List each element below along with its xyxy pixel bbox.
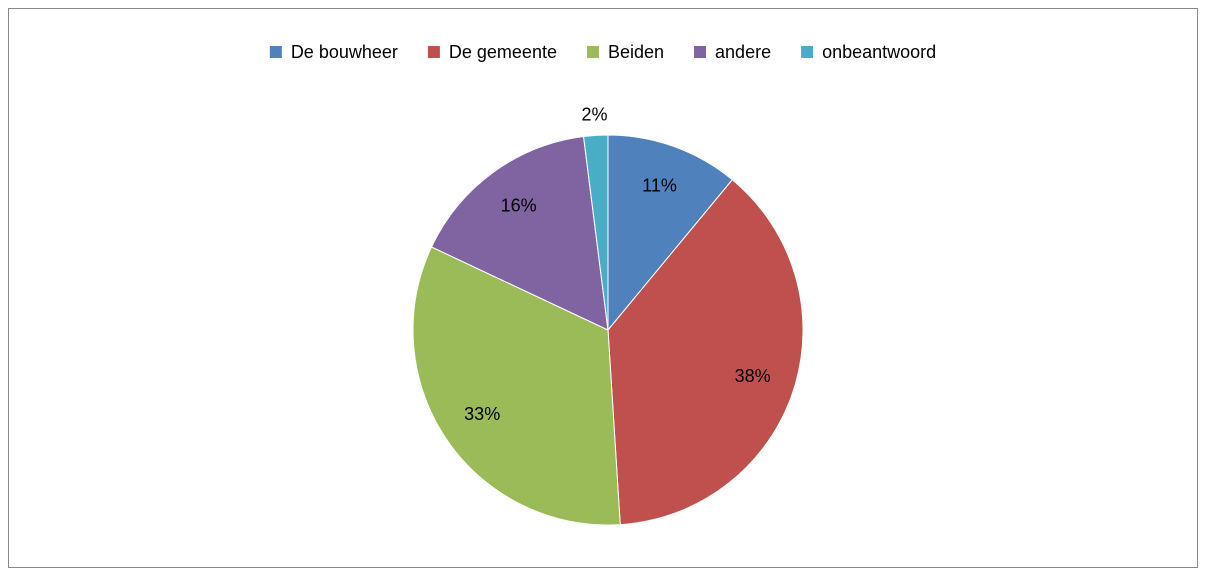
legend-label: andere xyxy=(715,42,771,62)
legend-swatch xyxy=(269,46,282,58)
data-label: 38% xyxy=(735,366,771,386)
legend-swatch xyxy=(801,46,814,58)
legend-swatch xyxy=(694,46,707,58)
legend-swatch xyxy=(427,46,440,58)
data-label: 11% xyxy=(642,176,677,196)
legend-label: De bouwheer xyxy=(291,42,398,62)
legend: De bouwheer De gemeente Beiden andere onbean… xyxy=(269,42,936,62)
legend-label: De gemeente xyxy=(449,42,557,62)
pie-slice xyxy=(412,246,621,526)
pie-slice xyxy=(607,179,804,526)
legend-label: onbeantwoord xyxy=(822,42,936,62)
legend-swatch xyxy=(586,46,599,58)
data-label: 33% xyxy=(464,404,500,424)
data-label: 16% xyxy=(501,196,537,216)
legend-label: Beiden xyxy=(608,42,664,62)
pie-slice xyxy=(430,135,609,331)
pie-slice xyxy=(583,134,609,331)
pie-slice xyxy=(607,134,734,332)
data-label: 2% xyxy=(582,105,608,125)
